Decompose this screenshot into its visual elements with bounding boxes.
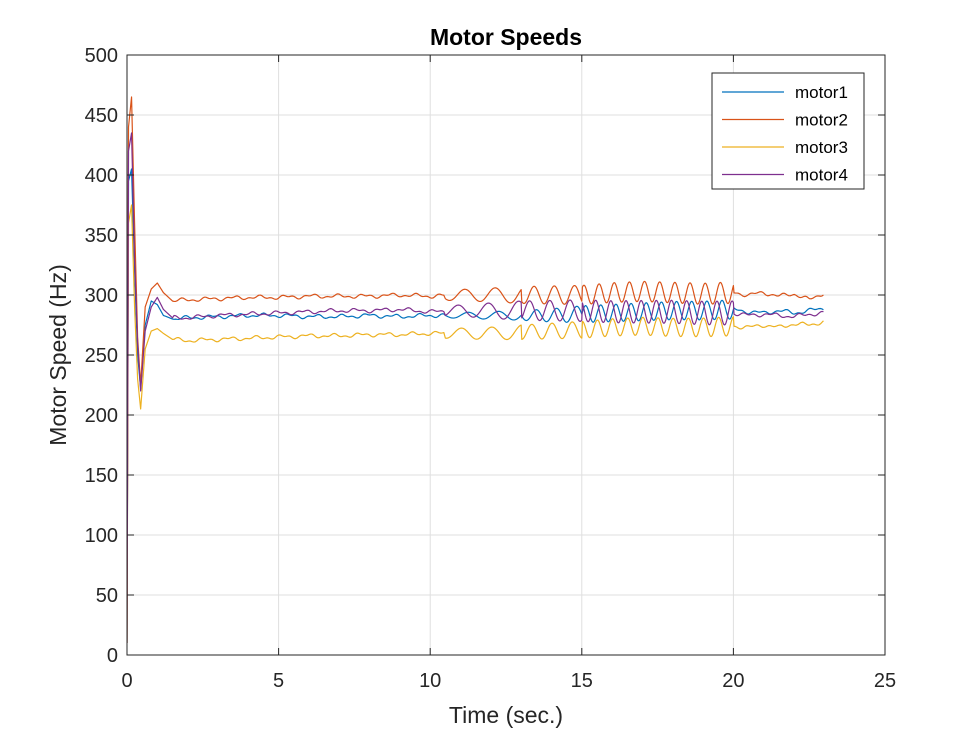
chart-title: Motor Speeds (430, 24, 582, 50)
y-tick-label: 400 (85, 165, 118, 187)
y-tick-label: 300 (85, 285, 118, 307)
y-tick-label: 150 (85, 465, 118, 487)
legend-label-motor1: motor1 (795, 83, 848, 102)
y-axis-label: Motor Speed (Hz) (45, 264, 71, 446)
y-tick-label: 50 (96, 585, 118, 607)
series-line-motor4 (127, 132, 824, 644)
x-tick-label: 10 (419, 670, 441, 692)
legend: motor1 motor2 motor3 motor4 (711, 72, 865, 190)
x-tick-label: 20 (722, 670, 744, 692)
y-tick-label: 250 (85, 345, 118, 367)
y-tick-label: 500 (85, 45, 118, 67)
y-tick-label: 200 (85, 405, 118, 427)
legend-label-motor2: motor2 (795, 111, 848, 130)
y-tick-label: 450 (85, 105, 118, 127)
x-tick-label: 25 (874, 670, 896, 692)
y-tick-label: 100 (85, 525, 118, 547)
series-line-motor3 (127, 204, 824, 644)
y-tick-label: 0 (107, 645, 118, 667)
y-tick-label: 350 (85, 225, 118, 247)
series-layer (127, 96, 824, 644)
legend-label-motor4: motor4 (795, 166, 848, 185)
x-tick-label: 0 (121, 670, 132, 692)
x-tick-label: 5 (273, 670, 284, 692)
x-tick-label: 15 (571, 670, 593, 692)
series-line-motor2 (127, 96, 824, 644)
legend-label-motor3: motor3 (795, 138, 848, 157)
x-axis-label: Time (sec.) (449, 702, 563, 728)
